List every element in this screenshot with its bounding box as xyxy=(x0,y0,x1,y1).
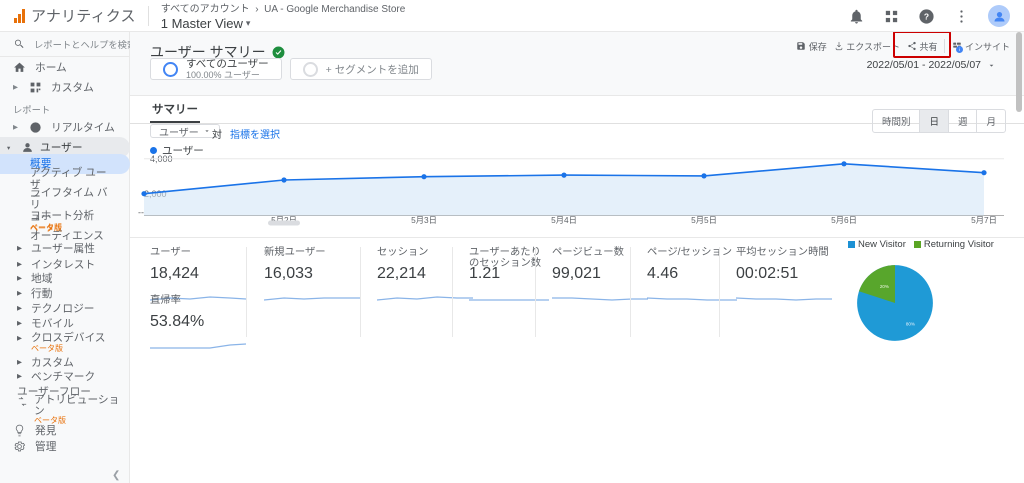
svg-text:5月7日: 5月7日 xyxy=(971,215,997,225)
svg-text:5月5日: 5月5日 xyxy=(691,215,717,225)
svg-text:?: ? xyxy=(924,11,929,21)
svg-text:--: -- xyxy=(138,208,144,218)
svg-text:20%: 20% xyxy=(880,284,889,289)
svg-text:i: i xyxy=(960,46,961,51)
svg-text:80%: 80% xyxy=(906,321,915,326)
svg-text:5月6日: 5月6日 xyxy=(831,215,857,225)
svg-text:5月4日: 5月4日 xyxy=(551,215,577,225)
svg-text:5月3日: 5月3日 xyxy=(411,215,437,225)
